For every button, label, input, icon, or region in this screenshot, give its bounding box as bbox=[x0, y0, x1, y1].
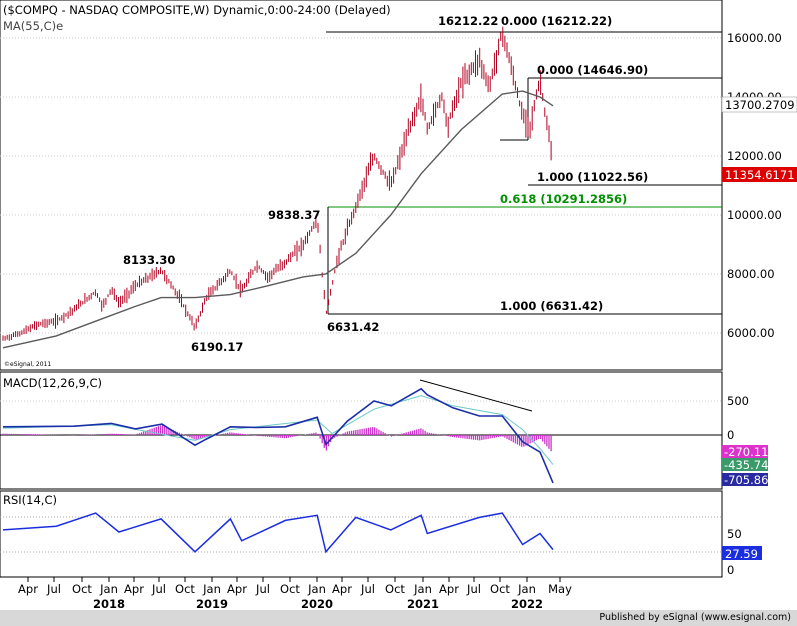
x-month-label: Oct bbox=[385, 582, 405, 596]
x-month-label: Apr bbox=[227, 582, 247, 596]
macd-divergence-line bbox=[419, 379, 533, 412]
x-month-label: May bbox=[548, 582, 572, 596]
x-month-label: Jan bbox=[413, 582, 432, 596]
last-price-tag: 11354.6171 bbox=[725, 168, 795, 182]
fib-label-target: 1.000 (11022.56) bbox=[537, 170, 648, 184]
fib-label-mid: 0.000 (14646.90) bbox=[537, 63, 648, 77]
price-tick: 16000.00 bbox=[727, 31, 782, 45]
rsi-line bbox=[2, 512, 554, 554]
fib-label-bottom: 1.000 (6631.42) bbox=[500, 299, 603, 313]
rsi-label: RSI(14,C) bbox=[3, 493, 57, 507]
price-tick: 8000.00 bbox=[727, 267, 775, 281]
label-low-2018: 6190.17 bbox=[191, 340, 243, 354]
macd-tick: 0 bbox=[727, 428, 734, 442]
label-high-2018: 8133.30 bbox=[123, 253, 175, 267]
x-year-label: 2022 bbox=[511, 597, 543, 611]
ma55-line bbox=[2, 90, 554, 349]
price-tick: 10000.00 bbox=[727, 208, 782, 222]
rsi-tick: 0 bbox=[727, 563, 734, 577]
x-month-label: Jan bbox=[307, 582, 326, 596]
label-high-2021: 16212.22 bbox=[438, 14, 498, 28]
macd-tick: 500 bbox=[727, 394, 749, 408]
macd-value-tag: -705.86 bbox=[724, 473, 768, 487]
price-series bbox=[2, 26, 552, 341]
x-month-label: Oct bbox=[490, 582, 510, 596]
x-month-label: Jul bbox=[46, 582, 61, 596]
rsi-panel bbox=[0, 490, 723, 578]
ma-value-tag: 13700.2709 bbox=[725, 98, 795, 112]
x-year-label: 2021 bbox=[407, 597, 439, 611]
macd-histogram bbox=[2, 425, 552, 452]
x-month-label: Apr bbox=[439, 582, 459, 596]
x-month-label: Apr bbox=[124, 582, 144, 596]
signal-value-tag: -435.74 bbox=[724, 458, 768, 472]
x-month-label: Oct bbox=[280, 582, 300, 596]
macd-signal-line bbox=[2, 395, 554, 465]
price-y-axis: 16000.00 14000.00 12000.00 10000.00 8000… bbox=[727, 31, 782, 340]
chart-title: ($COMPQ - NASDAQ COMPOSITE,W) Dynamic,0:… bbox=[3, 3, 391, 17]
fib-label-618: 0.618 (10291.2856) bbox=[500, 192, 627, 206]
x-month-label: Jan bbox=[99, 582, 118, 596]
footer-text: Published by eSignal (www.esignal.com) bbox=[599, 612, 791, 623]
rsi-tick: 50 bbox=[727, 527, 742, 541]
label-low-2020: 6631.42 bbox=[327, 320, 379, 334]
x-month-label: Jul bbox=[360, 582, 375, 596]
macd-panel bbox=[0, 371, 723, 490]
x-month-label: Oct bbox=[72, 582, 92, 596]
watermark: ©eSignal, 2011 bbox=[4, 361, 51, 368]
x-month-label: Jul bbox=[466, 582, 481, 596]
x-month-label: Jan bbox=[517, 582, 536, 596]
x-month-label: Jan bbox=[202, 582, 221, 596]
x-year-label: 2019 bbox=[196, 597, 228, 611]
x-month-label: Apr bbox=[18, 582, 38, 596]
label-high-2020: 9838.37 bbox=[268, 208, 320, 222]
x-year-label: 2018 bbox=[93, 597, 125, 611]
price-tick: 12000.00 bbox=[727, 149, 782, 163]
x-month-label: Jul bbox=[151, 582, 166, 596]
x-month-label: Oct bbox=[175, 582, 195, 596]
macd-line bbox=[2, 387, 554, 484]
hist-value-tag: -270.11 bbox=[724, 445, 768, 459]
time-axis: Apr Jul Oct Jan Apr Jul Oct Jan Apr Jul Oct Jan Apr J… bbox=[18, 577, 572, 611]
x-month-label: Apr bbox=[332, 582, 352, 596]
fib-label-top: 0.000 (16212.22) bbox=[501, 14, 612, 28]
price-tick: 6000.00 bbox=[727, 326, 775, 340]
footer: Published by eSignal (www.esignal.com) bbox=[0, 610, 797, 626]
ma-label: MA(55,C)e bbox=[3, 19, 63, 33]
x-month-label: Jul bbox=[255, 582, 270, 596]
macd-label: MACD(12,26,9,C) bbox=[3, 376, 102, 390]
rsi-value-tag: 27.59 bbox=[725, 547, 758, 561]
x-year-label: 2020 bbox=[301, 597, 333, 611]
